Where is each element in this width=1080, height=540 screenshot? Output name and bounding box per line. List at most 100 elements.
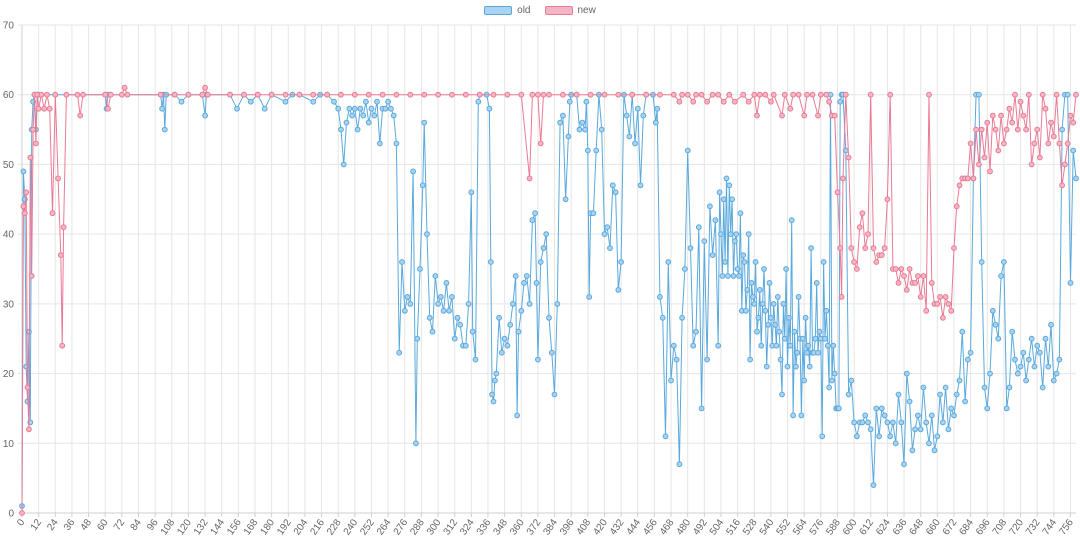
- data-point-old: [984, 405, 991, 412]
- data-point-old: [723, 175, 730, 182]
- data-point-old: [618, 259, 624, 265]
- data-point-old: [1039, 384, 1046, 391]
- data-point-old: [419, 182, 426, 189]
- data-point-new: [998, 112, 1004, 119]
- data-point-new: [1025, 91, 1032, 98]
- y-tick-label: 20: [3, 369, 15, 380]
- data-point-old: [740, 252, 747, 259]
- legend-item-old[interactable]: old: [484, 5, 531, 16]
- data-point-old: [446, 307, 453, 314]
- data-point-new: [27, 154, 34, 161]
- data-point-old: [543, 231, 550, 238]
- data-point-old: [704, 356, 710, 363]
- data-point-old: [579, 119, 586, 126]
- data-point-new: [956, 182, 963, 189]
- data-point-old: [1017, 363, 1024, 370]
- data-point-old: [1070, 147, 1077, 154]
- x-tick-label: 84: [129, 517, 145, 533]
- data-point-new: [967, 140, 974, 147]
- data-point-new: [657, 91, 663, 98]
- data-point-new: [52, 91, 59, 98]
- data-point-new: [324, 91, 331, 98]
- data-point-new: [537, 140, 544, 147]
- data-point-new: [1070, 119, 1077, 126]
- data-point-old: [670, 342, 677, 349]
- data-point-old: [657, 294, 663, 300]
- data-point-new: [30, 126, 36, 133]
- data-point-new: [928, 280, 935, 286]
- data-point-new: [715, 91, 722, 98]
- data-point-old: [716, 189, 723, 196]
- data-point-new: [476, 91, 483, 98]
- data-point-old: [695, 224, 702, 231]
- x-tick-label: 60: [95, 517, 111, 533]
- x-tick-label: 564: [791, 517, 810, 537]
- data-point-new: [731, 98, 738, 105]
- data-point-old: [744, 287, 751, 293]
- x-tick-label: 480: [675, 517, 694, 537]
- data-point-new: [601, 91, 608, 98]
- data-point-old: [399, 259, 405, 265]
- data-point-new: [59, 342, 66, 349]
- data-point-new: [28, 273, 35, 279]
- data-point-old: [161, 126, 168, 133]
- data-point-new: [282, 91, 289, 98]
- legend-item-new[interactable]: new: [544, 5, 596, 16]
- data-point-old: [510, 301, 516, 307]
- data-point-old: [780, 301, 787, 307]
- data-point-old: [906, 398, 913, 405]
- data-point-old: [443, 280, 450, 286]
- data-point-old: [951, 412, 957, 419]
- data-point-old: [802, 314, 809, 321]
- data-point-new: [1001, 140, 1007, 147]
- data-point-old: [540, 245, 547, 252]
- data-point-new: [643, 91, 649, 98]
- data-point-new: [1012, 91, 1018, 98]
- data-point-new: [535, 91, 541, 98]
- data-point-old: [901, 461, 907, 468]
- data-point-old: [736, 273, 742, 279]
- x-tick-label: 288: [408, 517, 427, 537]
- data-point-new: [804, 91, 810, 98]
- data-point-new: [57, 252, 64, 259]
- data-point-new: [74, 91, 81, 98]
- data-point-old: [1037, 349, 1043, 356]
- x-tick-label: 672: [941, 517, 960, 537]
- data-point-old: [808, 245, 814, 252]
- data-point-old: [822, 335, 828, 342]
- data-point-old: [1064, 91, 1071, 98]
- data-point-old: [365, 119, 372, 126]
- data-point-new: [254, 91, 261, 98]
- y-tick-label: 40: [3, 230, 15, 241]
- data-point-old: [687, 245, 694, 252]
- data-point-old: [953, 391, 960, 398]
- x-tick-label: 504: [708, 517, 727, 537]
- data-point-old: [830, 342, 837, 349]
- data-point-old: [928, 412, 935, 419]
- data-point-old: [878, 405, 885, 412]
- data-point-old: [261, 105, 268, 112]
- data-point-new: [80, 91, 86, 98]
- x-tick-label: 756: [1057, 517, 1076, 537]
- data-point-old: [492, 377, 498, 384]
- data-point-new: [1028, 161, 1035, 168]
- data-point-new: [462, 91, 469, 98]
- data-point-old: [523, 273, 530, 279]
- x-tick-label: 156: [225, 517, 244, 537]
- data-point-new: [878, 252, 885, 259]
- x-tick-label: 552: [774, 517, 793, 537]
- data-point-old: [421, 119, 428, 126]
- data-point-old: [413, 440, 419, 447]
- data-point-new: [709, 91, 716, 98]
- data-point-old: [776, 328, 783, 335]
- x-tick-label: 648: [908, 517, 927, 537]
- data-point-new: [781, 91, 788, 98]
- data-point-new: [809, 91, 816, 98]
- x-tick-label: 168: [242, 517, 261, 537]
- data-point-old: [741, 259, 748, 265]
- data-point-new: [940, 314, 946, 321]
- data-point-new: [268, 91, 275, 98]
- data-point-new: [546, 91, 552, 98]
- data-point-new: [951, 245, 957, 252]
- data-point-old: [612, 189, 619, 196]
